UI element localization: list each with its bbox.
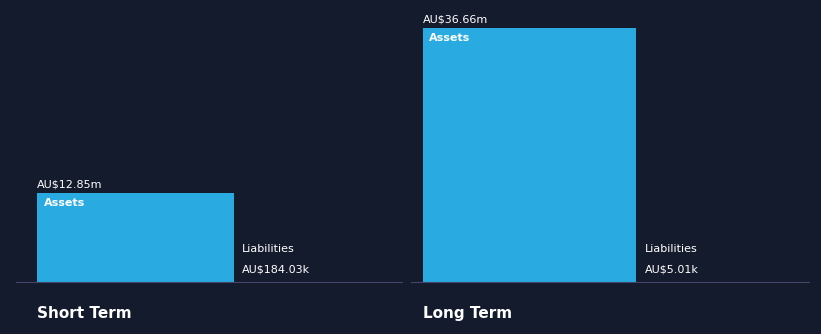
Text: Liabilities: Liabilities bbox=[644, 244, 697, 254]
Text: Liabilities: Liabilities bbox=[242, 244, 295, 254]
Text: AU$184.03k: AU$184.03k bbox=[242, 265, 310, 275]
Text: AU$12.85m: AU$12.85m bbox=[37, 179, 103, 189]
Text: Long Term: Long Term bbox=[423, 306, 512, 321]
Text: Short Term: Short Term bbox=[37, 306, 131, 321]
Text: AU$5.01k: AU$5.01k bbox=[644, 265, 699, 275]
Text: Assets: Assets bbox=[44, 198, 85, 208]
Bar bbox=[37, 193, 234, 282]
Text: Assets: Assets bbox=[429, 33, 470, 43]
Text: AU$36.66m: AU$36.66m bbox=[423, 14, 488, 24]
Bar bbox=[423, 28, 636, 282]
